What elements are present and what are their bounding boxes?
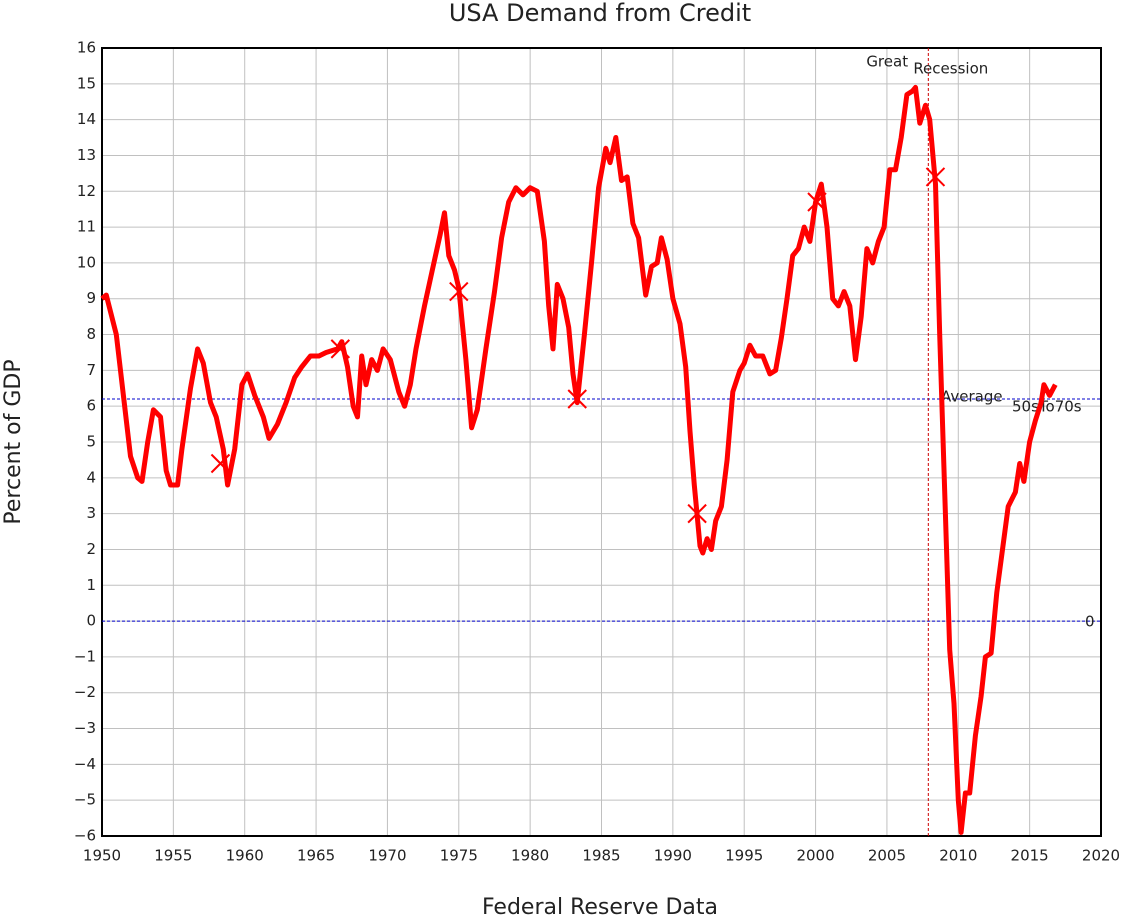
x-tick-label: 1990 xyxy=(654,847,692,865)
y-tick-label: 9 xyxy=(86,289,96,307)
x-tick-label: 2020 xyxy=(1082,847,1120,865)
y-tick-label: 4 xyxy=(86,468,96,486)
y-tick-label: 5 xyxy=(86,433,96,451)
y-tick-label: 0 xyxy=(86,612,96,630)
y-tick-label: 16 xyxy=(77,39,96,57)
annotation: Average xyxy=(941,388,1003,406)
y-tick-label: 13 xyxy=(77,146,96,164)
x-tick-label: 2010 xyxy=(939,847,977,865)
x-tick-label: 1965 xyxy=(297,847,335,865)
annotation: Recession xyxy=(913,60,988,78)
y-tick-label: 11 xyxy=(77,218,96,236)
point-marker xyxy=(330,339,351,359)
annotation: 50sTo70s xyxy=(1012,398,1082,416)
y-tick-label: −1 xyxy=(74,647,96,665)
x-tick-label: 1955 xyxy=(154,847,192,865)
y-tick-label: 1 xyxy=(86,576,96,594)
x-tick-label: 1950 xyxy=(83,847,121,865)
y-tick-label: −6 xyxy=(74,827,96,845)
x-axis-title: Federal Reserve Data xyxy=(482,895,718,918)
x-tick-label: 2000 xyxy=(796,847,834,865)
x-tick-label: 1985 xyxy=(582,847,620,865)
x-tick-label: 1960 xyxy=(226,847,264,865)
x-tick-label: 2015 xyxy=(1011,847,1049,865)
y-axis-title: Percent of GDP xyxy=(1,359,26,524)
y-tick-label: 14 xyxy=(77,110,96,128)
y-tick-label: −2 xyxy=(74,683,96,701)
point-marker xyxy=(687,503,707,524)
point-marker xyxy=(567,389,587,409)
x-tick-label: 1975 xyxy=(440,847,478,865)
y-tick-label: 12 xyxy=(77,182,96,200)
y-tick-label: 6 xyxy=(86,397,96,415)
y-tick-label: −4 xyxy=(74,755,96,773)
x-tick-label: 1980 xyxy=(511,847,549,865)
y-tick-label: −5 xyxy=(74,791,96,809)
y-tick-label: 7 xyxy=(86,361,96,379)
annotation: 0 xyxy=(1085,613,1095,631)
y-tick-label: 10 xyxy=(77,253,96,271)
chart-title: USA Demand from Credit xyxy=(449,0,751,27)
x-tick-label: 1995 xyxy=(725,847,763,865)
y-tick-label: 2 xyxy=(86,540,96,558)
x-tick-label: 1970 xyxy=(368,847,406,865)
x-tick-label: 2005 xyxy=(868,847,906,865)
point-marker xyxy=(449,281,469,302)
y-tick-label: 3 xyxy=(86,504,96,522)
data-line xyxy=(100,84,1058,835)
point-marker xyxy=(210,453,231,474)
point-marker xyxy=(807,192,827,212)
y-tick-label: 8 xyxy=(86,325,96,343)
annotation: Great xyxy=(866,53,908,71)
y-tick-label: −3 xyxy=(74,719,96,737)
y-tick-label: 15 xyxy=(77,74,96,92)
point-marker xyxy=(925,167,946,187)
plot-frame xyxy=(101,47,1102,837)
